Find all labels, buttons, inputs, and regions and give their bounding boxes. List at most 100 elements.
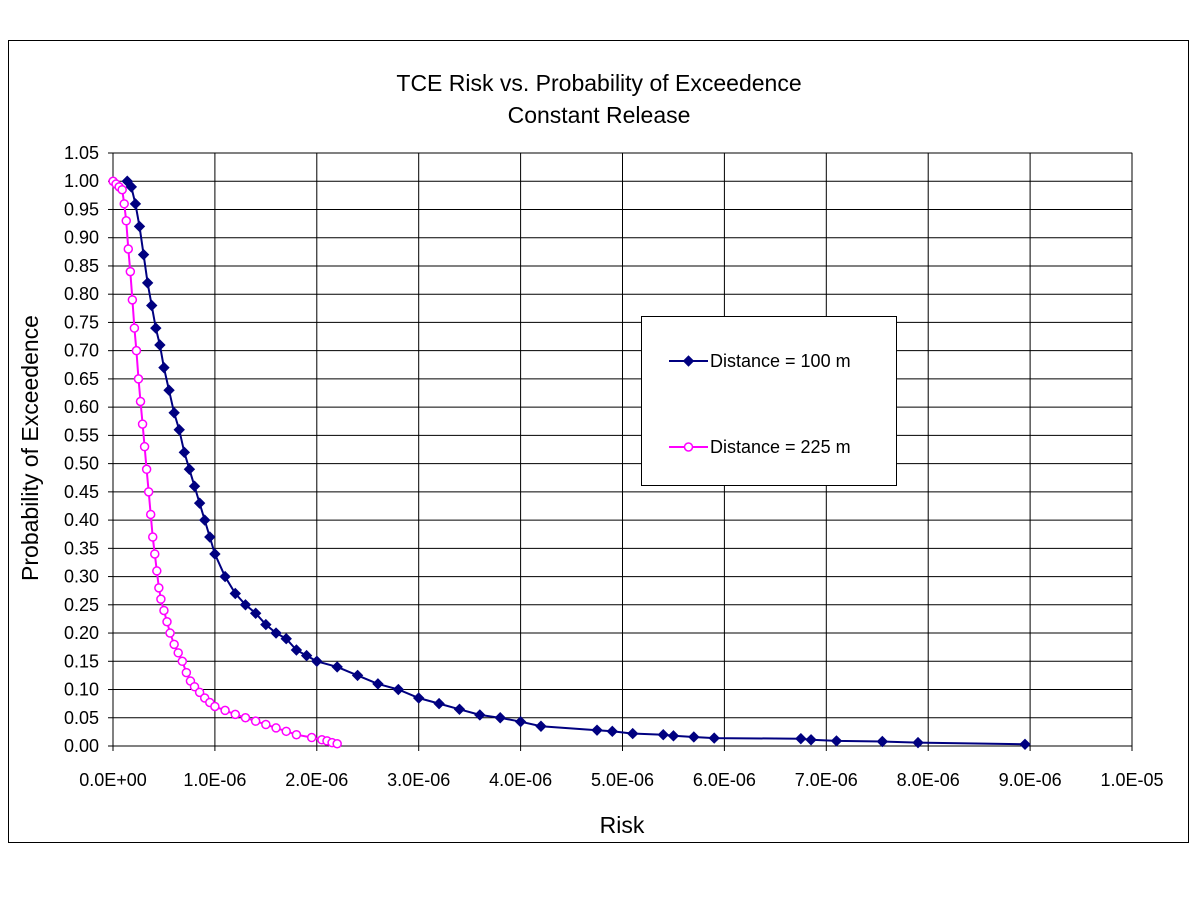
series-point-diamond (154, 339, 166, 351)
series-point-diamond (392, 683, 405, 696)
series-point-circle (133, 374, 144, 384)
series-point-diamond (270, 627, 282, 639)
series-point-circle (230, 709, 241, 720)
series-point-diamond (453, 703, 466, 715)
series-point-circle (127, 295, 138, 305)
series-point-diamond (249, 607, 262, 619)
series-point-circle (143, 487, 154, 497)
legend-circle-marker (683, 442, 694, 452)
series-point-circle (137, 419, 148, 429)
series-point-circle (141, 464, 152, 475)
y-axis-title: Probability of Exceedence (17, 315, 43, 581)
legend-label-225m: Distance = 225 m (710, 437, 851, 457)
y-tick-label: 0.00 (64, 736, 99, 756)
series-point-circle (145, 509, 156, 520)
series-point-circle (131, 345, 142, 356)
series-point-diamond (626, 727, 639, 740)
series-point-circle (173, 648, 183, 658)
series-point-diamond (125, 181, 138, 193)
series-point-diamond (183, 463, 196, 475)
series-point-diamond (146, 299, 158, 312)
y-tick-label: 0.80 (64, 284, 99, 304)
series-point-diamond (311, 655, 323, 667)
x-tick-label: 5.0E-06 (591, 770, 654, 790)
series-point-diamond (412, 692, 425, 704)
series-point-circle (119, 199, 129, 209)
y-tick-label: 0.40 (64, 510, 99, 530)
y-tick-label: 0.65 (64, 369, 99, 389)
series-point-diamond (912, 736, 924, 749)
series-point-diamond (188, 480, 201, 492)
series-point-diamond (219, 570, 231, 583)
series-point-circle (169, 639, 179, 650)
series-point-circle (159, 605, 169, 616)
series-point-circle (220, 705, 230, 716)
x-tick-label: 9.0E-06 (999, 770, 1062, 790)
series-point-diamond (1019, 738, 1031, 751)
x-tick-label: 7.0E-06 (795, 770, 858, 790)
series-point-circle (117, 184, 127, 195)
series-point-diamond (199, 514, 211, 526)
series-point-diamond (193, 497, 206, 509)
series-point-circle (189, 681, 200, 692)
legend-label-100m: Distance = 100 m (710, 351, 851, 371)
series-point-circle (129, 323, 140, 333)
y-tick-label: 0.70 (64, 341, 99, 361)
series-point-diamond (433, 697, 445, 710)
series-point-diamond (667, 730, 680, 742)
series-point-diamond (150, 322, 162, 334)
series-point-diamond (657, 728, 669, 741)
legend: Distance = 100 m Distance = 225 m (641, 316, 897, 486)
y-tick-label: 0.10 (64, 680, 99, 700)
series-point-diamond (535, 720, 547, 732)
series-point-diamond (204, 531, 216, 543)
y-tick-label: 0.75 (64, 312, 99, 332)
series-point-circle (194, 687, 205, 698)
chart-title: TCE Risk vs. Probability of Exceedence (396, 70, 802, 96)
series-point-diamond (514, 716, 527, 728)
series-point-diamond (494, 712, 506, 724)
series-point-circle (125, 266, 136, 277)
series-point-diamond (331, 661, 343, 673)
series-point-circle (210, 701, 220, 712)
series-point-circle (147, 532, 158, 542)
series-point-circle (165, 628, 175, 638)
y-tick-label: 0.25 (64, 595, 99, 615)
series-point-circle (121, 216, 131, 226)
series-point-circle (271, 723, 281, 733)
y-tick-label: 1.05 (64, 143, 99, 163)
series-point-diamond (795, 732, 807, 745)
series-point-diamond (173, 424, 185, 436)
series-point-diamond (300, 649, 313, 662)
y-tick-label: 0.90 (64, 228, 99, 248)
series-point-circle (261, 719, 271, 730)
series-point-diamond (708, 732, 720, 744)
series-point-diamond (163, 384, 175, 396)
series-point-diamond (141, 277, 154, 289)
series-point-diamond (158, 361, 170, 374)
y-tick-label: 0.05 (64, 708, 99, 728)
y-tick-label: 0.35 (64, 538, 99, 558)
x-tick-label: 8.0E-06 (897, 770, 960, 790)
series-point-diamond (280, 632, 292, 645)
series-point-circle (135, 396, 146, 407)
y-tick-label: 1.00 (64, 171, 99, 191)
chart-subtitle: Constant Release (507, 102, 691, 128)
y-tick-label: 0.50 (64, 454, 99, 474)
y-tick-label: 0.85 (64, 256, 99, 276)
series-point-diamond (474, 709, 486, 721)
series-point-circle (291, 729, 302, 740)
series-point-diamond (133, 220, 146, 233)
x-tick-label: 2.0E-06 (285, 770, 348, 790)
x-tick-label: 1.0E-05 (1100, 770, 1163, 790)
y-tick-label: 0.55 (64, 425, 99, 445)
series-point-diamond (229, 587, 241, 600)
x-tick-label: 6.0E-06 (693, 770, 756, 790)
series-point-diamond (351, 669, 364, 682)
series-point-diamond (129, 198, 142, 210)
series-point-circle (150, 549, 160, 559)
series-point-diamond (178, 446, 191, 459)
series-point-diamond (290, 644, 303, 656)
series-point-circle (162, 617, 172, 627)
series-point-circle (123, 244, 134, 254)
